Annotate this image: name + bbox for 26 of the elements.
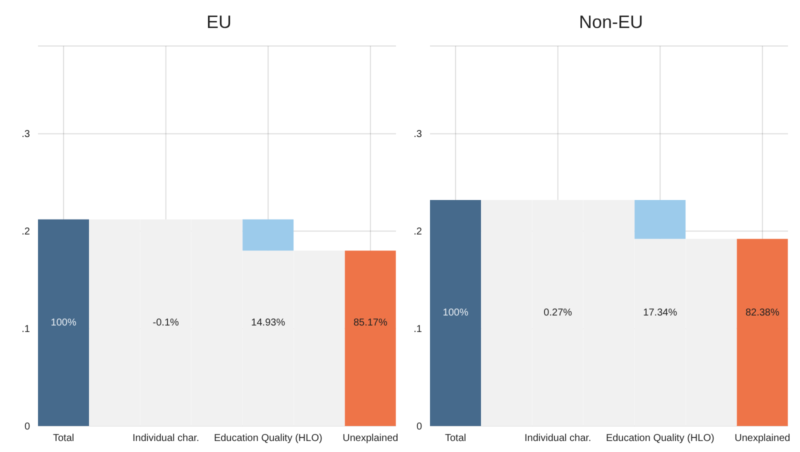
y-tick-label: 0	[24, 422, 30, 433]
x-tick-label: Total	[53, 433, 74, 444]
annotation: -0.1%	[152, 317, 180, 328]
y-tick-label: .3	[414, 129, 422, 140]
annotation: 100%	[50, 317, 76, 328]
x-tick-label: Total	[445, 433, 466, 444]
x-tick-label: Individual char.	[132, 433, 200, 444]
annotation: 82.38%	[745, 308, 780, 319]
y-tick-label: .1	[414, 324, 422, 336]
y-tick-label: .3	[22, 129, 30, 140]
annotation: 100%	[442, 308, 468, 319]
chart-title: Non-EU	[578, 11, 644, 34]
annotation: 17.34%	[643, 308, 678, 319]
annotation: 14.93%	[251, 317, 286, 328]
annotation: 85.17%	[353, 317, 388, 328]
x-tick-label: Unexplained	[734, 433, 790, 444]
x-tick-label: Unexplained	[342, 433, 398, 444]
x-tick-label: Education Quality (HLO)	[214, 433, 322, 444]
x-tick-label: Education Quality (HLO)	[606, 433, 714, 444]
annotation: 0.27%	[544, 308, 572, 319]
x-tick-label: Individual char.	[524, 433, 592, 444]
y-tick-label: 0	[416, 422, 422, 433]
y-tick-label: .2	[22, 226, 30, 238]
y-tick-label: .2	[414, 226, 422, 238]
chart-title: EU	[205, 11, 232, 34]
y-tick-label: .1	[22, 324, 30, 336]
